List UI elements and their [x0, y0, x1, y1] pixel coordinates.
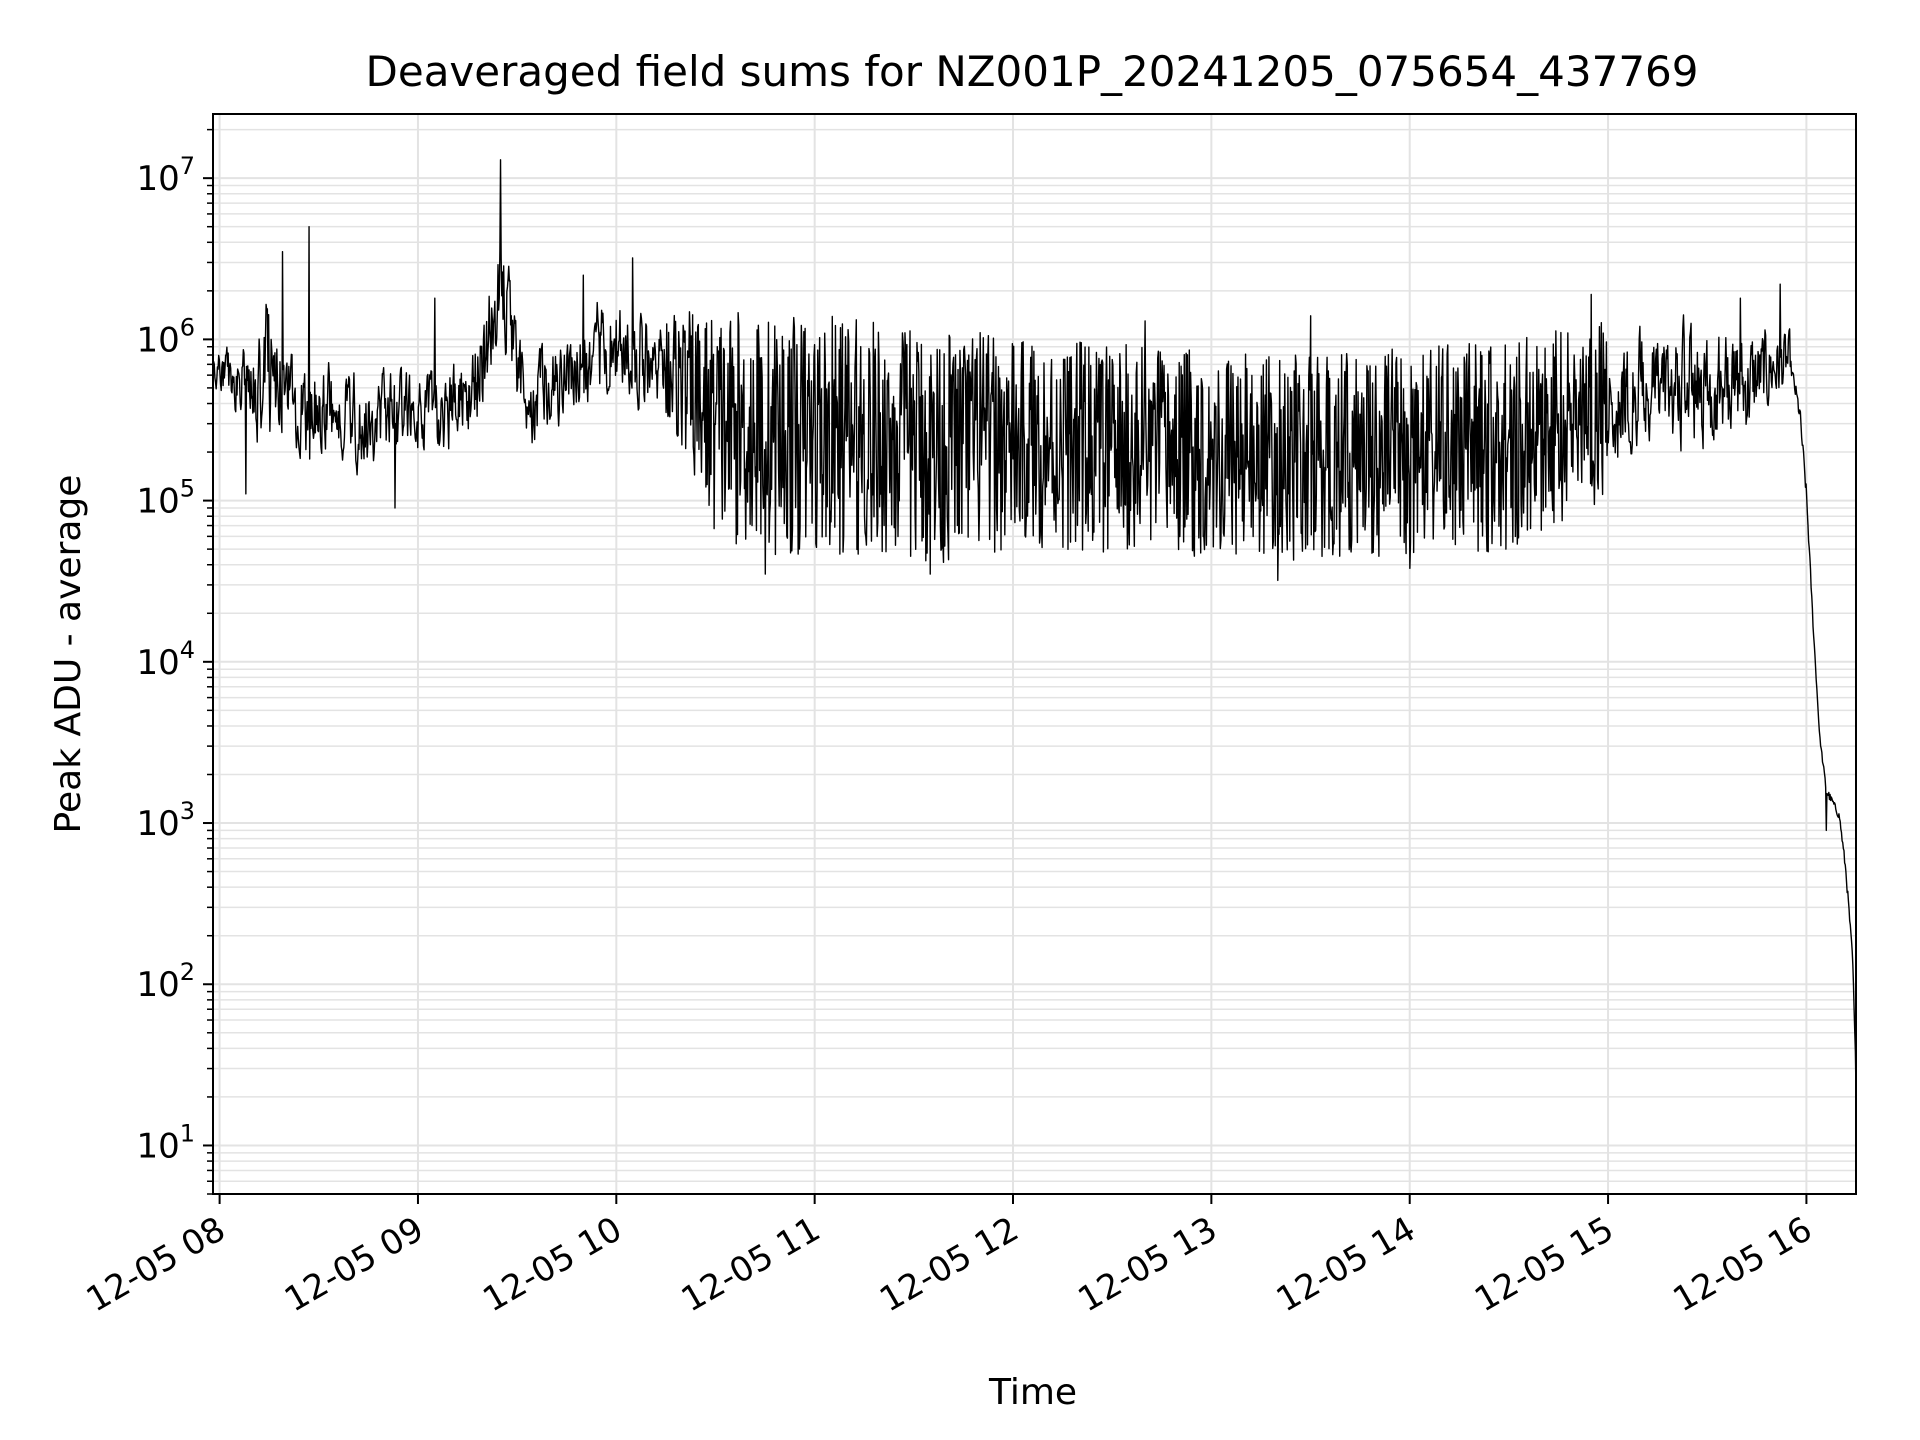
y-axis-label: Peak ADU - average	[48, 475, 89, 834]
y-tick-label: 104	[136, 636, 195, 683]
series-line	[212, 159, 1857, 1092]
y-tick-label: 107	[136, 152, 195, 199]
y-tick-label: 106	[136, 313, 195, 360]
y-tick-label: 102	[136, 958, 195, 1005]
chart-title: Deaveraged field sums for NZ001P_2024120…	[366, 47, 1699, 96]
plot-area	[212, 159, 1857, 1092]
y-tick-label: 101	[136, 1119, 195, 1166]
y-axis: 101 102 103 104 105 106 107	[136, 128, 213, 1195]
y-tick-label: 103	[136, 797, 195, 844]
y-tick-label: 105	[136, 475, 195, 522]
axes-frame	[212, 113, 1857, 1195]
x-axis-label: Time	[988, 1372, 1077, 1413]
